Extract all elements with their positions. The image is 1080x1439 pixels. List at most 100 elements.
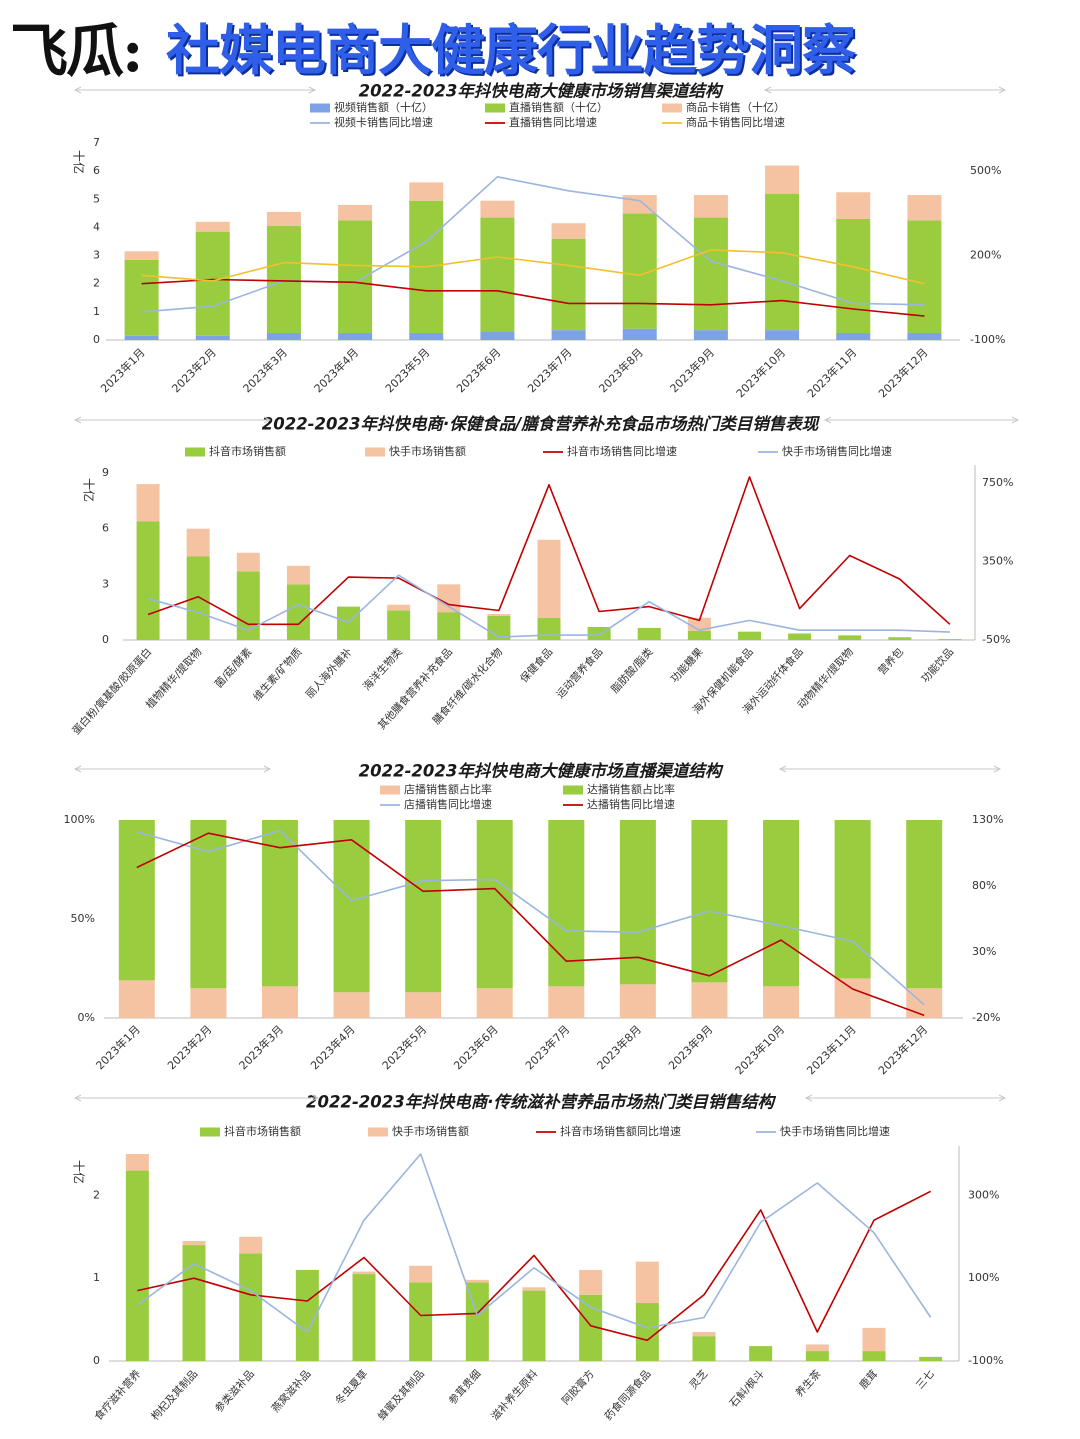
bar-segment xyxy=(587,627,611,640)
category-label: 维生素/矿物质 xyxy=(250,645,304,703)
arrow-head-left-b xyxy=(823,416,832,424)
bar-segment xyxy=(405,992,442,1018)
category-label: 2023年11月 xyxy=(804,1022,859,1077)
bar-segment xyxy=(124,335,159,340)
bar-segment xyxy=(480,331,515,340)
category-label: 菌/菇/酵素 xyxy=(212,645,255,690)
category-label: 2023年10月 xyxy=(732,1022,787,1077)
bar-segment xyxy=(907,195,942,221)
category-label: 保健食品 xyxy=(517,645,555,685)
category-label: 营养包 xyxy=(875,645,906,677)
legend-swatch xyxy=(662,103,682,113)
bar-segment xyxy=(118,820,155,981)
legend-swatch xyxy=(380,785,400,795)
legend-label: 抖音市场销售额 xyxy=(224,1124,301,1138)
bar-segment xyxy=(907,332,942,340)
category-label: 蛋白粉/氨基酸/胶原蛋白 xyxy=(70,645,155,737)
arrow-head-left-b xyxy=(763,86,772,94)
bar-segment xyxy=(190,820,227,989)
bar-segment xyxy=(337,606,361,640)
category-label: 2023年12月 xyxy=(875,1022,930,1077)
y-tick-label: 0 xyxy=(102,633,109,646)
bar-segment xyxy=(124,259,159,336)
bar-segment xyxy=(888,637,912,640)
bar-segment xyxy=(691,982,728,1018)
arrow-head-left-b xyxy=(804,1094,813,1102)
bar-segment xyxy=(182,1245,206,1361)
bar-segment xyxy=(579,1294,603,1361)
category-label: 2023年2月 xyxy=(164,1022,214,1072)
bar-segment xyxy=(195,335,230,340)
category-label: 食疗滋补营养 xyxy=(92,1367,144,1423)
arrow-head-right-b xyxy=(993,765,1002,773)
legend-label: 快手市场销售同比增速 xyxy=(782,444,892,458)
bar-segment xyxy=(195,231,230,336)
y-tick-label: 0 xyxy=(93,333,100,346)
arrow-head-left-a xyxy=(73,765,82,773)
page-title: 社媒电商大健康行业趋势洞察 xyxy=(166,19,856,82)
bar-segment xyxy=(465,1279,489,1283)
bar-segment xyxy=(805,1344,829,1352)
bar-segment xyxy=(236,571,260,640)
category-label: 2023年6月 xyxy=(453,345,503,395)
bar-segment xyxy=(763,820,800,987)
category-label: 滋补养生原料 xyxy=(488,1367,540,1423)
y-tick-label: 50% xyxy=(71,912,95,925)
category-label: 2023年7月 xyxy=(525,345,575,395)
legend-label: 店播销售额占比率 xyxy=(404,782,492,796)
bar-segment xyxy=(190,988,227,1018)
category-label: 丽人海外膳补 xyxy=(303,645,355,701)
y-tick-label: 100% xyxy=(64,813,95,826)
bar-segment xyxy=(805,1351,829,1361)
bar-segment xyxy=(409,1282,433,1361)
bar-segment xyxy=(838,635,862,640)
series-line xyxy=(141,278,925,317)
bar-segment xyxy=(619,820,656,985)
bar-segment xyxy=(938,639,962,640)
bar-segment xyxy=(619,984,656,1018)
bar-segment xyxy=(551,238,586,331)
bar-segment xyxy=(834,978,871,1018)
bar-segment xyxy=(333,992,370,1018)
bar-segment xyxy=(579,1269,603,1295)
legend-label: 视频卡销售同比增速 xyxy=(334,115,433,129)
bar-segment xyxy=(919,1356,943,1361)
bar-segment xyxy=(286,565,310,585)
category-label: 参类滋补品 xyxy=(212,1367,257,1415)
y-unit-label: 十亿 xyxy=(82,478,97,502)
bar-segment xyxy=(765,165,800,194)
bar-segment xyxy=(906,820,943,989)
y-tick-label: 2 xyxy=(93,1188,100,1201)
bar-segment xyxy=(465,1282,489,1361)
bar-segment xyxy=(487,614,511,616)
chart-title: 2022-2023年抖快电商·传统滋补营养品市场热门类目销售结构 xyxy=(306,1093,776,1112)
category-label: 2023年8月 xyxy=(594,1022,644,1072)
bar-segment xyxy=(136,484,160,522)
arrow-head-right-b xyxy=(998,86,1007,94)
arrow-head-left-a xyxy=(73,416,82,424)
arrow-head-right-b xyxy=(1011,416,1020,424)
y-tick-label: 7 xyxy=(93,136,100,149)
category-label: 三七 xyxy=(914,1368,937,1392)
bar-segment xyxy=(637,627,661,640)
bar-segment xyxy=(261,986,298,1018)
bar-segment xyxy=(836,218,871,333)
bar-segment xyxy=(635,1303,659,1361)
y2-tick-label: -20% xyxy=(972,1011,1000,1024)
y2-tick-label: -50% xyxy=(982,633,1010,646)
arrow-head-right-a xyxy=(308,86,317,94)
bar-segment xyxy=(788,633,812,640)
arrow-head-left-a xyxy=(73,1094,82,1102)
category-label: 2023年9月 xyxy=(665,1022,715,1072)
legend-label: 达播销售同比增速 xyxy=(587,797,675,811)
legend-label: 商品卡销售同比增速 xyxy=(686,115,785,129)
y2-tick-label: 500% xyxy=(970,164,1001,177)
legend-swatch xyxy=(365,447,385,457)
bar-segment xyxy=(692,1332,716,1337)
legend-label: 直播销售额（十亿） xyxy=(509,100,608,114)
category-label: 2023年2月 xyxy=(169,345,219,395)
bar-segment xyxy=(338,220,373,333)
legend-label: 快手市场销售额 xyxy=(392,1124,469,1138)
